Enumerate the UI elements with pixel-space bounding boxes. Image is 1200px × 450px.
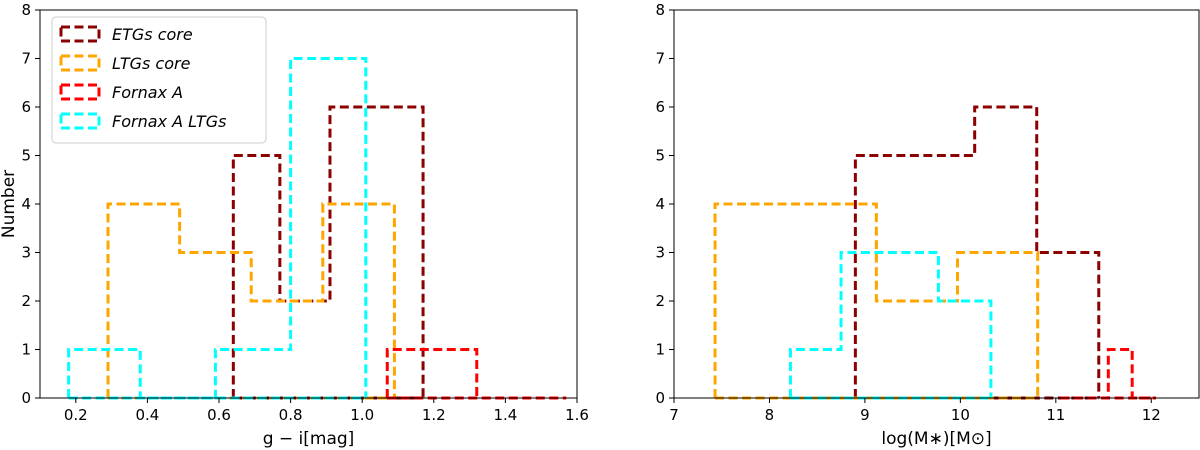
right-y-tick-label: 5	[655, 147, 665, 165]
right-x-tick-label: 11	[1046, 406, 1065, 424]
left-series-ltgs-core	[106, 202, 396, 400]
legend-label-fornax-a-ltgs: Fornax A LTGs	[112, 112, 226, 131]
left-panel-gi-color: 0.2 0.4 0.6 0.8 1.0 1.2 1.4 1.6 0 1 2 3 4 5 6 7 8 g − i[m…	[0, 1, 589, 449]
left-x-tick-label: 1.2	[422, 406, 446, 424]
left-y-tick-label: 1	[21, 341, 31, 359]
legend: ETGs core LTGs core Fornax A Fornax A LTGs	[51, 16, 267, 144]
legend-swatch-fornax-a-ltgs	[59, 112, 101, 130]
right-x-tick-label: 7	[669, 406, 679, 424]
right-y-tick-label: 8	[655, 1, 665, 19]
legend-swatch-ltgs-core	[59, 54, 101, 72]
left-x-axis-label: g − i[mag]	[263, 429, 355, 449]
right-y-tick-label: 1	[655, 341, 665, 359]
legend-swatch-etgs-core	[59, 25, 101, 43]
right-series-fornax-a	[1060, 348, 1157, 400]
right-y-tick-label: 7	[655, 50, 665, 68]
right-y-tick-label: 3	[655, 244, 665, 262]
left-series-fornax-a	[385, 348, 567, 400]
legend-swatch-fornax-a	[59, 83, 101, 101]
left-x-tick-label: 0.8	[279, 406, 303, 424]
right-x-axis-label: log(M∗)[M⊙]	[881, 429, 991, 449]
right-x-tick-label: 8	[765, 406, 775, 424]
left-x-tick-label: 0.6	[207, 406, 231, 424]
legend-label-ltgs-core: LTGs core	[112, 54, 191, 73]
left-x-tick-label: 0.4	[135, 406, 159, 424]
legend-label-etgs-core: ETGs core	[112, 25, 193, 44]
left-y-tick-label: 2	[21, 292, 31, 310]
left-x-tick-label: 1.0	[350, 406, 374, 424]
right-y-tick-label: 6	[655, 98, 665, 116]
left-y-tick-label: 5	[21, 147, 31, 165]
left-y-tick-label: 7	[21, 50, 31, 68]
left-x-tick-label: 1.6	[565, 406, 589, 424]
right-y-tick-label: 2	[655, 292, 665, 310]
right-x-tick-label: 9	[860, 406, 870, 424]
left-y-axis-label: Number	[0, 170, 19, 238]
right-y-tick-label: 0	[655, 389, 665, 407]
legend-label-fornax-a: Fornax A	[112, 83, 183, 102]
right-x-tick-label: 12	[1142, 406, 1161, 424]
left-x-tick-label: 0.2	[64, 406, 88, 424]
left-y-tick-label: 6	[21, 98, 31, 116]
left-y-tick-label: 4	[21, 195, 31, 213]
right-series-fornax-a-ltgs	[788, 251, 993, 400]
left-y-tick-label: 8	[21, 1, 31, 19]
left-y-tick-label: 0	[21, 389, 31, 407]
left-x-tick-label: 1.4	[493, 406, 517, 424]
right-series-ltgs-core	[713, 202, 1040, 400]
left-y-tick-label: 3	[21, 244, 31, 262]
legend-box	[51, 16, 267, 144]
right-y-tick-label: 4	[655, 195, 665, 213]
right-x-tick-label: 10	[951, 406, 970, 424]
